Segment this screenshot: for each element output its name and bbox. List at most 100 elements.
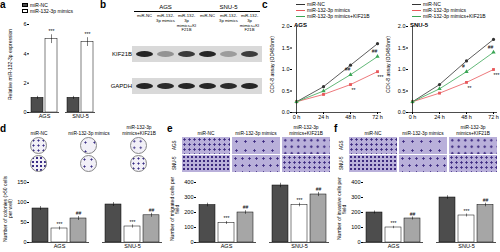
- html-text:miR-132-3p mimics: miR-132-3p mimics: [219, 13, 238, 23]
- html-text:CCK-8 assay (OD450nm): CCK-8 assay (OD450nm): [384, 36, 391, 94]
- svg-text:SNU-5: SNU-5: [291, 243, 308, 249]
- svg-text:**: **: [352, 87, 356, 93]
- svg-text:***: ***: [297, 197, 303, 203]
- svg-text:##: ##: [372, 48, 378, 54]
- svg-text:100: 100: [184, 224, 193, 230]
- svg-text:***: ***: [494, 72, 500, 78]
- svg-text:***: ***: [378, 74, 384, 80]
- svg-text:0: 0: [23, 109, 26, 115]
- svg-text:##: ##: [316, 186, 322, 192]
- svg-text:0: 0: [190, 239, 193, 245]
- svg-text:***: ***: [464, 208, 470, 214]
- svg-text:##: ##: [149, 207, 155, 213]
- html-text:Number of migrated cells per f: Number of migrated cells per field: [168, 176, 180, 242]
- html-text:miR-NC: miR-NC: [423, 1, 441, 7]
- svg-text:0: 0: [357, 239, 360, 245]
- html-text:miR-NC: miR-NC: [30, 130, 48, 136]
- svg-text:1.5: 1.5: [282, 45, 290, 51]
- svg-text:200: 200: [184, 209, 193, 215]
- html-text:miR-132-3p mimics: miR-132-3p mimics: [156, 13, 175, 23]
- svg-text:0: 0: [23, 239, 26, 245]
- svg-text:0.5: 0.5: [398, 88, 406, 94]
- svg-text:150: 150: [17, 179, 26, 185]
- svg-text:0.5: 0.5: [282, 88, 290, 94]
- html-text:miR-132-3p mimics: miR-132-3p mimics: [423, 7, 467, 13]
- svg-text:0.0: 0.0: [282, 109, 290, 115]
- svg-text:2.0: 2.0: [282, 23, 290, 29]
- svg-text:1.0: 1.0: [282, 66, 290, 72]
- svg-text:SNU-5: SNU-5: [458, 243, 475, 249]
- svg-text:4: 4: [23, 51, 26, 57]
- html-text:miR-NC: miR-NC: [30, 2, 48, 8]
- html-text:e: e: [167, 123, 173, 134]
- svg-text:***: ***: [85, 31, 91, 37]
- html-text:SNU-5: SNU-5: [410, 22, 428, 28]
- svg-text:1.0: 1.0: [398, 66, 406, 72]
- svg-text:AGS: AGS: [388, 243, 400, 249]
- html-text:b: b: [100, 0, 107, 10]
- html-text:GAPDH: GAPDH: [110, 83, 132, 89]
- svg-text:##: ##: [243, 204, 249, 210]
- svg-text:SNU-5: SNU-5: [72, 113, 89, 119]
- svg-text:##: ##: [483, 197, 489, 203]
- html-text:d: d: [0, 123, 7, 134]
- svg-text:300: 300: [184, 194, 193, 200]
- svg-text:0 h: 0 h: [293, 114, 301, 120]
- html-text:a: a: [0, 0, 6, 10]
- svg-text:48 h: 48 h: [345, 114, 356, 120]
- html-text:AGS: AGS: [294, 22, 307, 28]
- html-text:miR-132-3p mimics+KIF21B: miR-132-3p mimics+KIF21B: [176, 13, 197, 33]
- svg-text:##: ##: [76, 210, 82, 216]
- svg-text:2: 2: [23, 80, 26, 86]
- svg-text:300: 300: [351, 194, 360, 200]
- svg-text:0.0: 0.0: [398, 109, 406, 115]
- svg-text:#: #: [462, 63, 465, 69]
- html-text:c: c: [262, 0, 268, 10]
- svg-text:***: ***: [130, 219, 136, 225]
- html-text:miR-132-3p mimics: miR-132-3p mimics: [68, 130, 110, 136]
- svg-text:6: 6: [23, 21, 26, 27]
- html-text:miR-132-3p mimics: miR-132-3p mimics: [30, 8, 74, 14]
- svg-text:##: ##: [488, 44, 494, 50]
- svg-text:72 h: 72 h: [488, 114, 499, 120]
- html-text:Number of invasive cells per f: Number of invasive cells per field: [335, 177, 347, 241]
- svg-text:48 h: 48 h: [461, 114, 472, 120]
- html-text:Relative miR-132-3p expression: Relative miR-132-3p expression: [7, 28, 14, 100]
- html-text:CCK-8 assay (OD450nm): CCK-8 assay (OD450nm): [268, 36, 275, 94]
- html-text:SNU-5: SNU-5: [219, 4, 238, 10]
- svg-text:##: ##: [345, 66, 351, 72]
- svg-text:24 h: 24 h: [434, 114, 445, 120]
- html-text:miR-132-3p mimics+KIF21B: miR-132-3p mimics+KIF21B: [456, 125, 490, 136]
- svg-text:**: **: [468, 85, 472, 91]
- svg-text:100: 100: [351, 224, 360, 230]
- svg-text:AGS: AGS: [54, 243, 66, 249]
- svg-text:##: ##: [410, 211, 416, 217]
- html-text:miR-132-3p mimics: miR-132-3p mimics: [307, 7, 351, 13]
- html-text:miR-132-3p mimics+KIF21B: miR-132-3p mimics+KIF21B: [122, 125, 156, 136]
- html-text:KIF21B: KIF21B: [112, 51, 132, 57]
- svg-text:24 h: 24 h: [318, 114, 329, 120]
- html-text:AGS: AGS: [159, 4, 172, 10]
- html-text:miR-132-3p mimics+KIF21B: miR-132-3p mimics+KIF21B: [307, 13, 370, 19]
- svg-text:2.0: 2.0: [398, 23, 406, 29]
- svg-text:AGS: AGS: [39, 113, 51, 119]
- html-text:miR-NC: miR-NC: [307, 1, 325, 7]
- svg-text:***: ***: [391, 220, 397, 226]
- html-text:miR-132-3p mimics+KIF21B: miR-132-3p mimics+KIF21B: [423, 13, 486, 19]
- svg-text:***: ***: [224, 215, 230, 221]
- svg-text:***: ***: [57, 221, 63, 227]
- html-text:miR-132-3p mimics+KIF21B: miR-132-3p mimics+KIF21B: [289, 125, 323, 136]
- html-text:miR-132-3p mimics+KIF21B: miR-132-3p mimics+KIF21B: [239, 13, 260, 33]
- svg-text:400: 400: [184, 179, 193, 185]
- svg-text:100: 100: [17, 199, 26, 205]
- svg-text:50: 50: [20, 219, 26, 225]
- html-text:Number of colonies (>50 cells: Number of colonies (>50 cells per well): [1, 176, 13, 242]
- svg-text:1.5: 1.5: [398, 45, 406, 51]
- svg-text:0 h: 0 h: [409, 114, 417, 120]
- svg-text:AGS: AGS: [221, 243, 233, 249]
- svg-text:72 h: 72 h: [372, 114, 383, 120]
- svg-text:***: ***: [49, 28, 55, 34]
- svg-text:200: 200: [351, 209, 360, 215]
- svg-text:400: 400: [351, 179, 360, 185]
- svg-text:SNU-5: SNU-5: [124, 243, 141, 249]
